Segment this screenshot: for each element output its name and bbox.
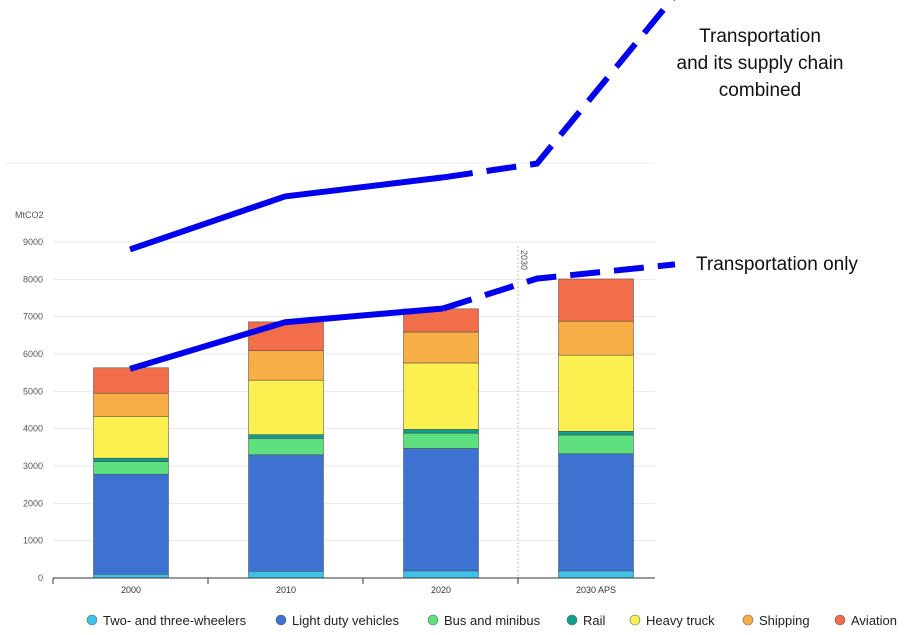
overlay-dashed-line: [442, 0, 676, 181]
year-marker: 2030: [517, 246, 529, 578]
legend-label: Aviation: [851, 613, 897, 628]
x-tick-label: 2020: [431, 585, 451, 595]
legend-swatch: [566, 614, 578, 626]
legend-swatch: [834, 614, 846, 626]
stacked-bars: [93, 278, 634, 579]
legend-item: Shipping: [742, 613, 810, 628]
overlay-solid-line: [129, 174, 444, 253]
bar-segment: [93, 367, 169, 394]
bar-segment: [93, 392, 169, 417]
y-tick-label: 0: [38, 573, 43, 583]
marker-label: 2030: [519, 250, 529, 270]
legend-swatch: [86, 614, 98, 626]
bar-segment: [248, 434, 324, 439]
legend-label: Bus and minibus: [444, 613, 541, 628]
legend-label: Rail: [583, 613, 606, 628]
bar-segment: [93, 574, 169, 579]
x-tick-label: 2030 APS: [576, 585, 616, 595]
annotation-line: and its supply chain: [677, 53, 844, 74]
bar-segment: [248, 454, 324, 572]
annotation-line: combined: [719, 80, 801, 101]
bar-segment: [248, 321, 324, 351]
legend-item: Two- and three-wheelers: [86, 613, 247, 628]
annotation-transportation-only: Transportation only: [696, 254, 858, 275]
bar-segment: [403, 362, 479, 430]
bar-segment: [558, 570, 634, 579]
bar-segment: [558, 434, 634, 454]
bar-segment: [93, 473, 169, 575]
bar-segment: [93, 461, 169, 475]
y-tick-label: 9000: [23, 237, 43, 247]
y-tick-label: 7000: [23, 312, 43, 322]
bar-segment: [248, 438, 324, 456]
annotation-line: Transportation: [699, 26, 821, 47]
y-axis-tick-labels: 0 1000 2000 3000 4000 5000 6000 7000 8000 9000: [23, 237, 43, 583]
legend-swatch: [427, 614, 439, 626]
x-tick-label: 2000: [121, 585, 141, 595]
overlay-solid-line: [129, 305, 444, 372]
legend-label: Heavy truck: [646, 613, 715, 628]
y-tick-label: 3000: [23, 461, 43, 471]
x-tick-label: 2010: [276, 585, 296, 595]
overlay-lines: [129, 0, 676, 372]
unit-label: MtCO2: [15, 210, 44, 220]
y-tick-label: 6000: [23, 349, 43, 359]
legend-label: Shipping: [759, 613, 810, 628]
bar-segment: [93, 416, 169, 459]
bar-segment: [403, 432, 479, 449]
annotation-supply-chain: Transportation and its supply chain combin…: [677, 26, 844, 101]
legend-label: Light duty vehicles: [292, 613, 399, 628]
bar-segment: [558, 354, 634, 432]
bar-segment: [248, 379, 324, 435]
legend-swatch: [742, 614, 754, 626]
bar-segment: [403, 429, 479, 434]
y-tick-label: 1000: [23, 536, 43, 546]
y-tick-label: 8000: [23, 274, 43, 284]
overlay-annotations: Transportation only Transportation and its…: [677, 26, 859, 275]
legend-item: Heavy truck: [629, 613, 715, 628]
bar-segment: [403, 448, 479, 572]
bar-stack: [93, 367, 169, 579]
legend-label: Two- and three-wheelers: [103, 613, 247, 628]
legend-swatch: [275, 614, 287, 626]
bar-segment: [403, 331, 479, 364]
x-axis: 2000 2010 2020 2030 APS: [52, 577, 655, 595]
bar-stack: [558, 278, 634, 579]
y-tick-label: 4000: [23, 424, 43, 434]
legend-item: Rail: [566, 613, 606, 628]
bar-segment: [248, 350, 324, 381]
bar-segment: [403, 570, 479, 579]
legend-item: Aviation: [834, 613, 897, 628]
legend-item: Bus and minibus: [427, 613, 541, 628]
legend-swatch: [629, 614, 641, 626]
bar-stack: [248, 321, 324, 579]
overlay-dashed-line: [442, 261, 676, 312]
bar-segment: [558, 320, 634, 356]
legend: Two- and three-wheelers Light duty vehicl…: [86, 613, 897, 628]
y-tick-label: 5000: [23, 386, 43, 396]
bar-segment: [558, 431, 634, 436]
bar-segment: [558, 453, 634, 572]
bar-segment: [93, 457, 169, 462]
legend-item: Light duty vehicles: [275, 613, 399, 628]
bar-segment: [248, 571, 324, 579]
y-tick-label: 2000: [23, 498, 43, 508]
bar-stack: [403, 308, 479, 579]
bar-segment: [558, 278, 634, 322]
